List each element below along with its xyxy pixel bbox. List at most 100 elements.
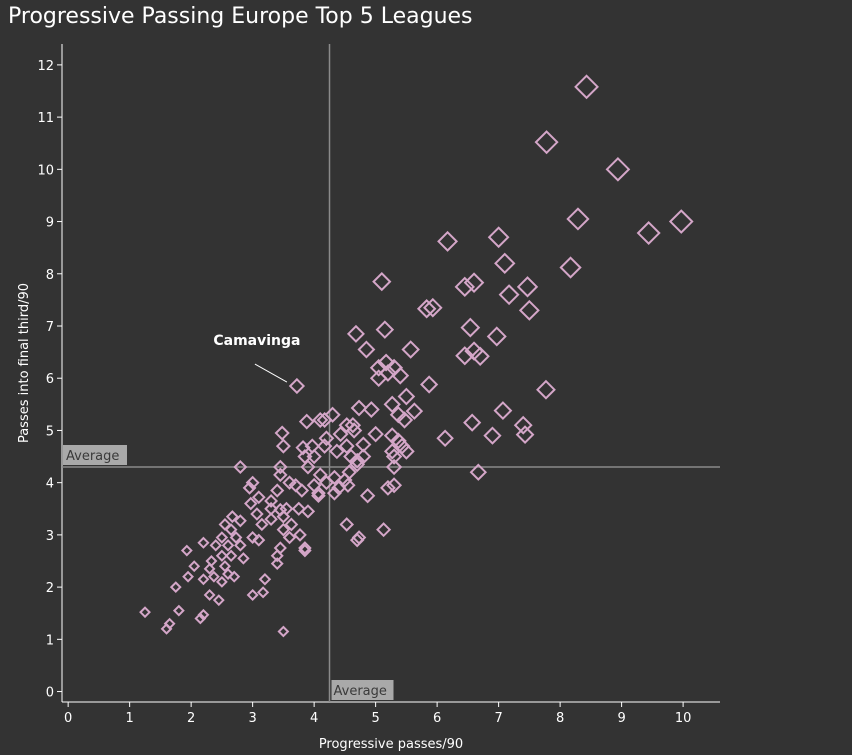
data-point bbox=[338, 438, 355, 455]
data-point bbox=[345, 422, 363, 439]
data-point bbox=[245, 475, 260, 490]
x-tick-label: 3 bbox=[248, 711, 256, 726]
data-point bbox=[215, 575, 228, 588]
data-point bbox=[559, 256, 582, 279]
data-point bbox=[203, 562, 216, 575]
data-point bbox=[298, 413, 315, 430]
data-point bbox=[291, 501, 306, 516]
data-point bbox=[566, 207, 590, 231]
data-point bbox=[215, 531, 229, 544]
data-point bbox=[636, 221, 661, 246]
data-point bbox=[209, 539, 222, 552]
data-point bbox=[420, 375, 439, 394]
data-point bbox=[197, 536, 210, 549]
y-tick-label: 0 bbox=[46, 686, 54, 701]
data-point bbox=[273, 459, 288, 475]
data-point bbox=[194, 612, 207, 625]
data-point bbox=[276, 522, 291, 537]
data-point bbox=[380, 479, 396, 496]
data-point bbox=[233, 459, 248, 475]
data-point bbox=[188, 560, 201, 573]
x-tick-label: 8 bbox=[556, 711, 564, 726]
average-y-label: Average bbox=[66, 449, 119, 464]
data-point bbox=[258, 573, 272, 586]
y-tick-label: 8 bbox=[46, 268, 54, 283]
data-point bbox=[340, 477, 356, 493]
data-point bbox=[288, 377, 306, 395]
data-point bbox=[312, 412, 329, 428]
data-point bbox=[326, 485, 342, 501]
y-tick-label: 4 bbox=[46, 477, 54, 492]
data-point bbox=[221, 539, 235, 552]
data-point bbox=[282, 530, 297, 545]
data-point bbox=[391, 366, 410, 385]
x-tick-label: 4 bbox=[310, 711, 318, 726]
data-point bbox=[270, 549, 284, 563]
data-point bbox=[203, 589, 216, 601]
data-point bbox=[284, 517, 299, 532]
data-point bbox=[460, 317, 481, 338]
data-point bbox=[455, 346, 475, 366]
data-point bbox=[486, 326, 507, 347]
data-point bbox=[293, 528, 307, 542]
data-point bbox=[215, 549, 228, 562]
y-tick-label: 2 bbox=[46, 581, 54, 596]
data-point bbox=[487, 226, 510, 249]
average-lines: Average Average bbox=[62, 44, 720, 702]
data-point bbox=[369, 358, 388, 377]
annotation-leader-line bbox=[254, 363, 288, 383]
data-point bbox=[311, 488, 326, 504]
y-tick-label: 9 bbox=[46, 216, 54, 231]
data-point bbox=[463, 272, 485, 293]
x-tick-label: 1 bbox=[126, 711, 134, 726]
data-point bbox=[237, 552, 250, 565]
data-point bbox=[270, 557, 284, 571]
data-point bbox=[244, 496, 258, 511]
data-point bbox=[169, 581, 182, 594]
data-point bbox=[234, 538, 247, 552]
data-point bbox=[469, 463, 488, 481]
data-point bbox=[483, 426, 502, 445]
data-points bbox=[139, 74, 694, 638]
data-point bbox=[375, 320, 395, 339]
data-point bbox=[274, 425, 290, 441]
x-tick-label: 9 bbox=[617, 711, 625, 726]
data-point bbox=[294, 483, 310, 498]
data-point bbox=[218, 560, 232, 573]
data-point bbox=[513, 415, 533, 435]
x-tick-label: 0 bbox=[64, 711, 72, 726]
data-point bbox=[312, 467, 328, 483]
data-point bbox=[389, 432, 407, 450]
data-point bbox=[306, 448, 322, 465]
data-point bbox=[349, 456, 366, 473]
data-point bbox=[207, 570, 220, 583]
data-point bbox=[197, 608, 210, 621]
data-point bbox=[493, 401, 513, 421]
data-point bbox=[605, 156, 631, 182]
data-point bbox=[270, 483, 285, 498]
data-point bbox=[379, 364, 397, 382]
data-point bbox=[395, 411, 414, 429]
data-point bbox=[454, 276, 475, 298]
data-point bbox=[398, 442, 415, 460]
x-tick-label: 6 bbox=[433, 711, 441, 726]
data-point bbox=[250, 507, 264, 521]
data-point bbox=[383, 395, 401, 413]
data-point bbox=[515, 425, 535, 444]
data-point bbox=[386, 477, 403, 494]
average-x-label: Average bbox=[334, 684, 387, 699]
annotation-label: Camavinga bbox=[213, 333, 300, 349]
data-point bbox=[160, 622, 173, 635]
data-point bbox=[277, 625, 290, 638]
data-point bbox=[494, 252, 516, 275]
data-point bbox=[324, 406, 341, 423]
data-point bbox=[362, 401, 380, 419]
data-point bbox=[574, 74, 599, 100]
data-point bbox=[498, 284, 520, 306]
data-point bbox=[205, 555, 218, 567]
x-axis-label: Progressive passes/90 bbox=[319, 737, 463, 752]
data-point bbox=[256, 586, 270, 599]
data-point bbox=[349, 532, 365, 548]
data-point bbox=[534, 130, 559, 155]
